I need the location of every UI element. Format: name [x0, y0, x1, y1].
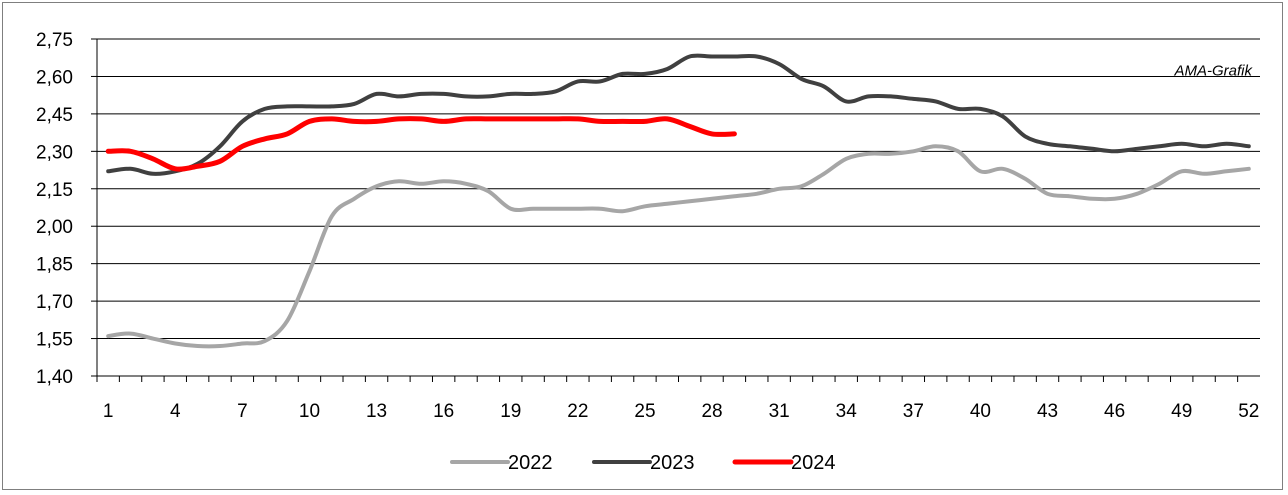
- series-line-2024: [105, 116, 737, 172]
- x-tick-label: 25: [634, 401, 655, 422]
- watermark-label: AMA-Grafik: [1173, 62, 1253, 79]
- x-tick-label: 1: [103, 401, 114, 422]
- legend-label-2023: 2023: [650, 452, 695, 474]
- y-tick-label: 2,45: [36, 105, 73, 126]
- y-tick-label: 2,00: [36, 217, 73, 238]
- y-tick-label: 1,55: [36, 330, 73, 351]
- y-tick-label: 2,75: [36, 30, 73, 51]
- x-tick-label: 49: [1171, 401, 1192, 422]
- series-line-2023: [106, 53, 1251, 176]
- legend: 2022 2023 2024: [450, 452, 836, 474]
- x-tick-label: 10: [299, 401, 320, 422]
- x-tick-label: 31: [769, 401, 790, 422]
- x-tick-label: 37: [903, 401, 924, 422]
- x-tick-label: 13: [366, 401, 387, 422]
- x-tick-label: 4: [170, 401, 181, 422]
- legend-label-2022: 2022: [508, 452, 553, 474]
- legend-label-2024: 2024: [791, 452, 836, 474]
- watermark-group: AMA-Grafik: [1160, 58, 1256, 79]
- x-tick-label: 46: [1104, 401, 1125, 422]
- y-tick-label: 1,85: [36, 255, 73, 276]
- y-tick-label: 2,15: [36, 180, 73, 201]
- y-axis-tick-labels: 1,40 1,55 1,70 1,85 2,00 2,15 2,30 2,45 2,60 2,75: [36, 30, 73, 388]
- x-tick-label: 19: [500, 401, 521, 422]
- y-tick-label: 2,60: [36, 67, 73, 88]
- x-tick-label: 28: [701, 401, 722, 422]
- series-line-2022: [106, 144, 1251, 349]
- y-tick-label: 2,30: [36, 142, 73, 163]
- series-lines: [105, 53, 1251, 349]
- y-tick-label: 1,70: [36, 292, 73, 313]
- x-tick-label: 22: [567, 401, 588, 422]
- x-tick-label: 34: [836, 401, 858, 422]
- x-tick-label: 16: [433, 401, 454, 422]
- watermark-background: [1160, 58, 1256, 74]
- y-tick-label: 1,40: [36, 367, 73, 388]
- x-tick-label: 7: [237, 401, 248, 422]
- x-tick-label: 43: [1037, 401, 1058, 422]
- axes: [91, 38, 1260, 382]
- gridlines: [97, 38, 1260, 340]
- x-tick-label: 52: [1238, 401, 1259, 422]
- x-axis-tick-labels: 1 4 7 10 13 16 19 22 25 28 31 34 37 40 43 46 49 52: [103, 401, 1259, 422]
- x-tick-label: 40: [970, 401, 991, 422]
